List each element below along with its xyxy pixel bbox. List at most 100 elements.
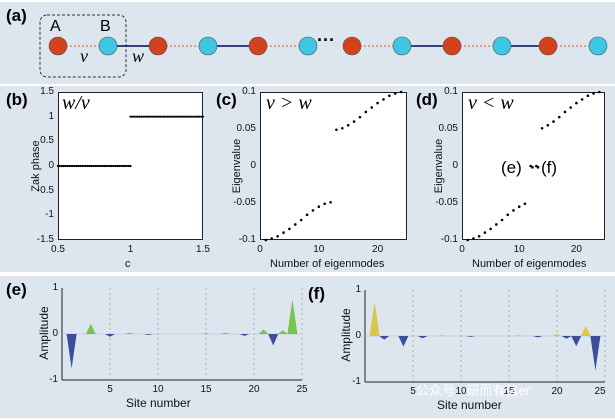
zak-phase-point [149,115,153,118]
eigenvalue-point [264,238,268,242]
zak-phase-point [97,164,100,168]
eigenvalue-point [546,124,550,127]
amplitude-spike [220,332,231,334]
zak-phase-point [200,115,203,118]
eigenvalue-point [388,94,391,97]
zak-phase-point [105,164,108,168]
zak-phase-point [153,115,156,118]
y-tick-label: -1.5 [36,234,54,245]
panel-f-xlabel: Site number [437,398,502,412]
zak-phase-point [162,115,166,118]
zak-phase-point [125,164,128,168]
zak-phase-point [118,164,121,168]
site-b-atom [392,36,412,56]
eigenvalue-point [517,205,521,208]
zak-phase-point [175,115,179,118]
zak-phase-point [187,115,190,118]
eigenvalue-point [489,227,492,231]
eigenvalue-point [557,115,561,119]
zak-phase-point [185,115,188,118]
amplitude-plot-e [61,288,303,381]
eigenvalue-point [529,164,532,168]
amplitude-spike [379,336,390,340]
zak-phase-point [159,115,162,118]
watermark-text: 公众号 · 研而有信er [416,383,531,398]
eigenvalue-point [477,235,481,238]
site-b-label: B [100,18,111,35]
zak-phase-point [116,164,119,168]
zak-phase-point [107,164,110,168]
zak-phase-point [101,164,104,168]
zak-phase-point [170,115,173,118]
zak-phase-point [147,115,151,118]
eigenvalue-point [329,200,332,204]
zak-phase-point [56,164,60,168]
amplitude-spike [124,332,135,334]
panel-f-label: (f) [308,284,325,303]
zak-phase-point [192,115,195,118]
eigenvalue-point [393,92,397,95]
panel-d-plot [462,92,605,240]
y-tick-label: 0 [52,328,58,339]
y-tick-label: 0 [250,160,256,171]
panel-c-annotation: v > w [266,92,312,114]
amplitude-spike [369,301,380,336]
y-tick-label: -0.1 [238,234,256,245]
amplitude-spike [513,335,524,336]
eigenvalue-point [382,98,385,101]
amplitude-plot-f [364,290,606,383]
zak-phase-point [86,164,89,168]
x-tick-label: 0 [459,244,465,255]
site-a-atom [148,36,168,56]
zak-phase-point [81,164,84,168]
panel-c-plot [260,92,407,240]
site-a-atom [342,36,362,56]
ssh-chain-diagram [39,14,608,78]
y-tick-label: -0.05 [233,197,256,208]
x-tick-label: 10 [455,386,467,397]
zak-phase-point [58,164,61,168]
panel-e-label: (e) [6,280,27,299]
panel-b-ylabel: Zak phase [30,140,42,192]
eigenvalue-point [352,120,356,123]
eigenvalue-point [305,213,309,217]
zak-phase-point [114,164,117,168]
y-tick-label: 0.05 [236,123,256,134]
zak-phase-point [120,164,123,168]
y-tick-label: -1 [45,209,54,221]
zak-phase-point [95,164,99,168]
site-b-atom [98,36,118,56]
y-tick-label: 1 [355,284,361,295]
zak-phase-point [82,164,86,168]
x-tick-label: 20 [570,244,582,255]
y-tick-label: -0.1 [440,234,458,245]
x-tick-label: 10 [313,244,325,255]
zak-phase-point [75,164,78,168]
panel-d-ylabel: Eigenvalue [433,138,445,194]
y-tick-label: -1 [49,374,58,385]
edge-state-f-label: (f) [541,158,558,177]
x-tick-label: 20 [372,244,384,255]
amplitude-spike [580,325,591,336]
zak-phase-point [164,115,167,118]
zak-phase-point [60,164,63,168]
eigenvalue-point [512,209,515,212]
zak-phase-point [88,164,91,168]
eigenvalue-point [495,223,498,226]
amplitude-spike [561,336,572,339]
zak-phase-point [172,115,175,118]
zak-phase-point [64,164,67,168]
panel-c-ylabel: Eigenvalue [231,138,243,194]
zak-phase-point [138,115,141,118]
zak-phase-point [179,115,182,118]
zak-phase-point [71,164,74,168]
eigenvalue-point [552,120,555,123]
amplitude-spike [143,334,154,335]
zak-phase-point [127,164,130,168]
eigenvalue-point [370,106,374,109]
y-tick-label: 1 [52,282,58,293]
amplitude-spike [571,336,582,347]
amplitude-spike [590,336,601,371]
eigenvalue-point [592,92,595,95]
panel-a-label: (a) [6,6,27,25]
